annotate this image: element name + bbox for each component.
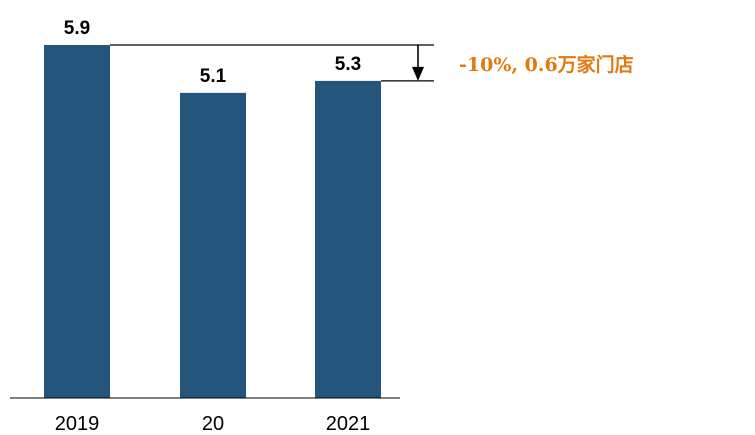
value-labels: 5.9 5.1 5.3: [64, 18, 361, 87]
bar-20: [180, 92, 246, 398]
value-label-20: 5.1: [200, 66, 227, 87]
bar-2021: [315, 80, 381, 398]
value-label-2019: 5.9: [64, 18, 90, 39]
annotation-text: -10%, 0.6万家门店: [459, 53, 634, 76]
bars: [44, 45, 381, 398]
down-arrow-icon: [412, 66, 424, 81]
bar-2019: [44, 45, 110, 398]
x-tick-label-20: 20: [202, 413, 224, 435]
x-tick-label-2019: 2019: [55, 413, 100, 435]
x-tick-labels: 2019 20 2021: [55, 413, 371, 435]
difference-annotation: -10%, 0.6万家门店: [110, 44, 634, 82]
x-tick-label-2021: 2021: [326, 413, 371, 435]
value-label-2021: 5.3: [335, 54, 361, 75]
